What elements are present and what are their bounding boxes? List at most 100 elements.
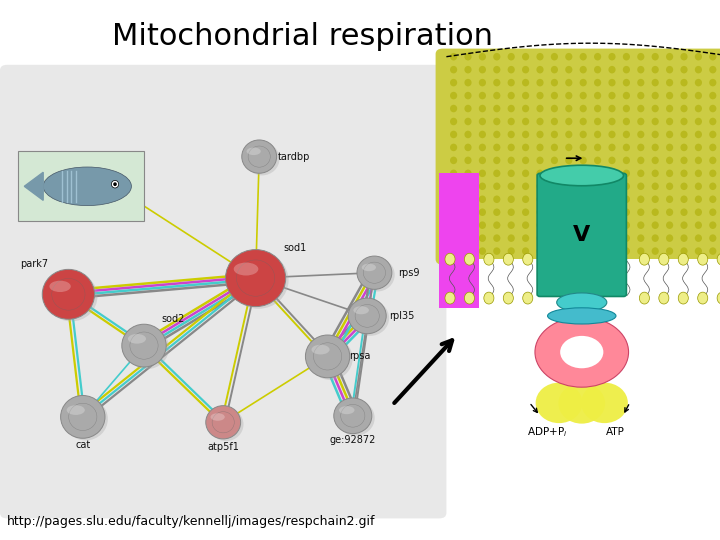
Ellipse shape xyxy=(312,345,330,354)
Ellipse shape xyxy=(594,131,601,138)
Ellipse shape xyxy=(581,383,628,423)
Ellipse shape xyxy=(623,118,630,125)
Ellipse shape xyxy=(565,195,572,203)
Ellipse shape xyxy=(354,306,369,314)
Ellipse shape xyxy=(637,247,644,255)
Ellipse shape xyxy=(565,92,572,99)
Ellipse shape xyxy=(445,253,455,265)
Ellipse shape xyxy=(551,247,558,255)
Bar xyxy=(443,259,720,300)
Ellipse shape xyxy=(212,411,234,433)
Ellipse shape xyxy=(637,195,644,203)
Ellipse shape xyxy=(551,79,558,86)
Ellipse shape xyxy=(536,105,544,112)
Ellipse shape xyxy=(652,170,659,177)
Ellipse shape xyxy=(580,170,587,177)
Ellipse shape xyxy=(608,170,616,177)
Ellipse shape xyxy=(503,292,513,304)
Ellipse shape xyxy=(364,262,385,284)
Ellipse shape xyxy=(464,79,472,86)
Ellipse shape xyxy=(479,53,486,60)
Ellipse shape xyxy=(536,183,544,190)
Ellipse shape xyxy=(594,208,601,216)
Ellipse shape xyxy=(594,183,601,190)
Ellipse shape xyxy=(522,105,529,112)
Ellipse shape xyxy=(652,92,659,99)
Ellipse shape xyxy=(522,234,529,242)
Ellipse shape xyxy=(551,183,558,190)
Ellipse shape xyxy=(652,105,659,112)
FancyBboxPatch shape xyxy=(439,173,479,308)
Ellipse shape xyxy=(709,234,716,242)
Ellipse shape xyxy=(580,234,587,242)
Ellipse shape xyxy=(479,234,486,242)
Ellipse shape xyxy=(594,92,601,99)
Ellipse shape xyxy=(580,208,587,216)
Ellipse shape xyxy=(484,292,494,304)
Ellipse shape xyxy=(709,118,716,125)
Ellipse shape xyxy=(680,79,688,86)
Ellipse shape xyxy=(680,183,688,190)
Ellipse shape xyxy=(536,66,544,73)
Text: rpl35: rpl35 xyxy=(389,311,415,321)
Ellipse shape xyxy=(450,234,457,242)
Ellipse shape xyxy=(248,146,270,167)
Ellipse shape xyxy=(695,66,702,73)
Ellipse shape xyxy=(450,53,457,60)
Ellipse shape xyxy=(508,183,515,190)
Ellipse shape xyxy=(479,247,486,255)
Ellipse shape xyxy=(709,195,716,203)
Ellipse shape xyxy=(479,195,486,203)
Ellipse shape xyxy=(608,221,616,229)
Ellipse shape xyxy=(666,183,673,190)
Ellipse shape xyxy=(493,157,500,164)
Ellipse shape xyxy=(695,234,702,242)
Ellipse shape xyxy=(594,221,601,229)
Ellipse shape xyxy=(522,221,529,229)
Ellipse shape xyxy=(508,105,515,112)
Ellipse shape xyxy=(536,53,544,60)
Ellipse shape xyxy=(52,279,85,310)
Ellipse shape xyxy=(493,195,500,203)
Ellipse shape xyxy=(493,183,500,190)
Ellipse shape xyxy=(68,403,97,430)
Ellipse shape xyxy=(709,105,716,112)
Ellipse shape xyxy=(717,292,720,304)
Ellipse shape xyxy=(637,118,644,125)
Ellipse shape xyxy=(623,53,630,60)
Ellipse shape xyxy=(659,253,669,265)
Ellipse shape xyxy=(450,221,457,229)
Ellipse shape xyxy=(245,142,279,176)
Ellipse shape xyxy=(565,234,572,242)
Ellipse shape xyxy=(695,92,702,99)
Ellipse shape xyxy=(695,221,702,229)
Ellipse shape xyxy=(522,131,529,138)
Ellipse shape xyxy=(479,208,486,216)
Ellipse shape xyxy=(493,53,500,60)
Ellipse shape xyxy=(357,256,392,289)
Ellipse shape xyxy=(678,253,688,265)
Ellipse shape xyxy=(623,79,630,86)
Ellipse shape xyxy=(445,292,455,304)
Ellipse shape xyxy=(608,247,616,255)
Ellipse shape xyxy=(680,53,688,60)
Ellipse shape xyxy=(652,183,659,190)
Ellipse shape xyxy=(464,131,472,138)
Ellipse shape xyxy=(594,157,601,164)
Ellipse shape xyxy=(551,66,558,73)
Ellipse shape xyxy=(450,144,457,151)
Ellipse shape xyxy=(666,247,673,255)
Ellipse shape xyxy=(666,79,673,86)
Ellipse shape xyxy=(464,53,472,60)
Ellipse shape xyxy=(580,66,587,73)
Ellipse shape xyxy=(551,131,558,138)
Ellipse shape xyxy=(479,79,486,86)
Ellipse shape xyxy=(523,253,533,265)
Ellipse shape xyxy=(559,383,605,423)
Ellipse shape xyxy=(464,170,472,177)
Ellipse shape xyxy=(623,195,630,203)
Ellipse shape xyxy=(464,105,472,112)
Ellipse shape xyxy=(551,221,558,229)
Ellipse shape xyxy=(551,53,558,60)
Ellipse shape xyxy=(623,157,630,164)
